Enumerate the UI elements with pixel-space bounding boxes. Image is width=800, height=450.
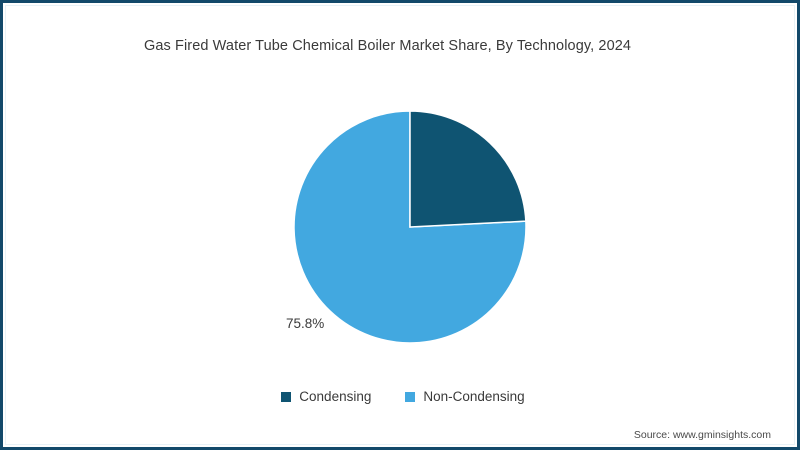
pie-slice-condensing[interactable]	[409, 111, 526, 228]
pie-chart-svg	[294, 111, 526, 343]
legend-label-non-condensing: Non-Condensing	[423, 389, 525, 404]
pie-chart	[294, 111, 526, 343]
legend-item-non-condensing[interactable]: Non-Condensing	[405, 389, 525, 404]
pie-slice-non-condensing[interactable]	[294, 111, 526, 343]
legend-swatch-condensing	[281, 391, 292, 402]
chart-title: Gas Fired Water Tube Chemical Boiler Mar…	[144, 38, 632, 54]
source-attribution: Source: www.gminsights.com	[633, 429, 771, 441]
legend-swatch-non-condensing	[405, 391, 416, 402]
chart-legend: Condensing Non-Condensing	[3, 389, 797, 404]
legend-item-condensing[interactable]: Condensing	[281, 389, 371, 404]
legend-label-condensing: Condensing	[299, 389, 372, 404]
pie-slice-label-non-condensing: 75.8%	[286, 316, 325, 331]
